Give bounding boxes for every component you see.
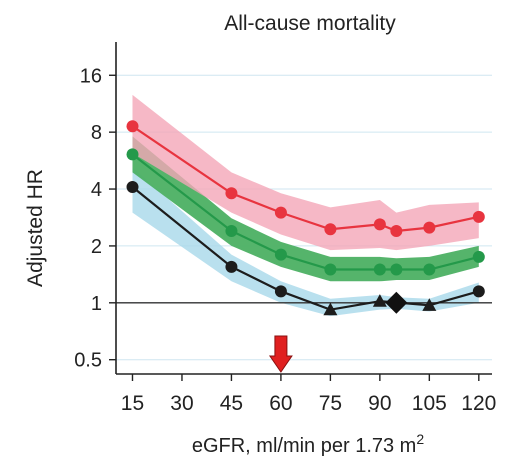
- y-tick-label-1: 1: [91, 293, 102, 315]
- x-tick-label-7: 120: [461, 392, 496, 415]
- marker-series-2-5: [422, 298, 437, 311]
- reference-diamond: [385, 291, 408, 314]
- x-tick-label-5: 90: [368, 392, 391, 415]
- y-tick-label-3: 4: [91, 179, 102, 201]
- marker-series-0-6: [423, 221, 436, 234]
- threshold-arrow: [268, 335, 293, 373]
- marker-series-1-0: [126, 148, 139, 161]
- marker-series-1-4: [373, 263, 386, 276]
- y-axis-label: Adjusted HR: [24, 169, 47, 287]
- marker-series-1-3: [324, 263, 337, 276]
- marker-series-1-2: [274, 248, 287, 261]
- x-tick-label-3: 60: [269, 392, 292, 415]
- marker-series-2-3: [323, 302, 338, 316]
- marker-series-2-2: [274, 285, 287, 298]
- confidence-bands: [132, 94, 479, 317]
- marker-series-0-3: [324, 223, 337, 236]
- x-ticks: 15 30 45 60 75 90 105 120: [121, 374, 496, 415]
- x-tick-label-6: 105: [412, 392, 447, 415]
- marker-series-0-5: [390, 224, 403, 237]
- chart-title: All-cause mortality: [224, 12, 396, 35]
- marker-series-1-5: [390, 263, 403, 276]
- marker-series-0-0: [126, 120, 139, 133]
- y-tick-label-4: 8: [91, 122, 102, 144]
- marker-series-0-2: [274, 206, 287, 219]
- y-tick-label-2: 2: [91, 236, 102, 258]
- x-tick-label-2: 45: [220, 392, 243, 415]
- marker-series-0-1: [225, 187, 238, 200]
- x-tick-label-0: 15: [121, 392, 144, 415]
- marker-series-2-0: [126, 181, 139, 194]
- marker-series-0-4: [373, 218, 386, 231]
- x-axis-label-superscript: 2: [416, 431, 424, 447]
- arrow-shape: [268, 335, 293, 373]
- band-series-0: [132, 94, 479, 251]
- y-tick-label-5: 16: [80, 65, 102, 87]
- marker-series-2-6: [472, 285, 485, 298]
- marker-series-2-4: [372, 294, 387, 307]
- marker-series-1-1: [225, 224, 238, 237]
- x-axis-label-main: eGFR, ml/min per 1.73 m: [192, 435, 417, 457]
- y-tick-label-0: 0.5: [74, 350, 102, 372]
- y-ticks: 0.5 1 2 4 8 16: [74, 65, 116, 372]
- x-axis-label: eGFR, ml/min per 1.73 m2: [192, 431, 425, 457]
- marker-series-1-6: [423, 263, 436, 276]
- marker-series-0-7: [472, 210, 485, 223]
- x-tick-label-1: 30: [170, 392, 193, 415]
- x-tick-label-4: 75: [319, 392, 342, 415]
- marker-series-2-1: [225, 260, 238, 273]
- series-markers: [126, 120, 485, 316]
- marker-series-1-7: [472, 250, 485, 263]
